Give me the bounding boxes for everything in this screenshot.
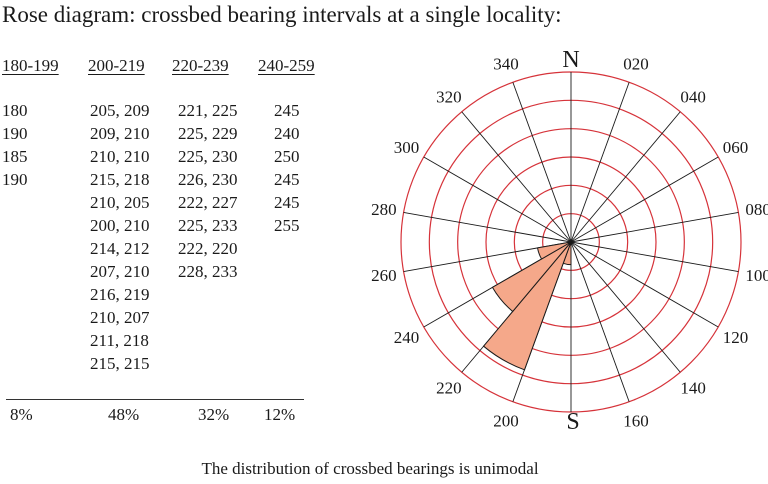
bearing-label: 040 — [680, 87, 706, 106]
table-cell: 226, 230 — [178, 170, 238, 189]
table-cell: 215, 215 — [90, 354, 150, 373]
bearing-spoke — [570, 111, 681, 243]
table-cell: 214, 212 — [90, 239, 150, 258]
column-percent: 8% — [10, 405, 33, 424]
bearing-label: 140 — [680, 379, 706, 398]
bearing-spoke — [570, 241, 739, 272]
bearing-labels: 020 040 060 080 100 120 140 160 200 220 240 260 280 3… — [371, 54, 768, 430]
bearing-spoke — [570, 241, 681, 373]
column-percent: 32% — [198, 405, 230, 424]
bearing-label: 240 — [394, 328, 420, 347]
bearing-label: 200 — [493, 412, 519, 431]
table-cell: 209, 210 — [90, 124, 150, 143]
table-cell: 222, 220 — [178, 239, 238, 258]
column-values: 221, 225 225, 229 225, 230 226, 230 222,… — [178, 99, 238, 283]
table-cell: 245 — [274, 193, 300, 212]
table-cell: 240 — [274, 124, 300, 143]
rose-petal — [536, 241, 572, 260]
bearing-spoke — [570, 241, 719, 328]
table-cell: 228, 233 — [178, 262, 238, 281]
table-cell: 205, 209 — [90, 101, 150, 120]
table-cell: 200, 210 — [90, 216, 150, 235]
column-header: 200-219 — [88, 56, 145, 75]
table-cell: 180 — [2, 101, 28, 120]
table-cell: 190 — [2, 124, 28, 143]
table-cell: 225, 230 — [178, 147, 238, 166]
bearing-label: 260 — [371, 266, 397, 285]
column-header: 220-239 — [172, 56, 229, 75]
south-label: S — [566, 409, 579, 435]
diagram-title: Rose diagram: crossbed bearing intervals… — [2, 2, 562, 27]
column-values: 180 190 185 190 — [2, 99, 28, 191]
bearing-spoke — [423, 156, 572, 243]
bearing-label: 080 — [745, 200, 768, 219]
rose-petal — [482, 241, 572, 371]
table-cell: 211, 218 — [90, 331, 149, 350]
table-cell: 216, 219 — [90, 285, 150, 304]
table-divider — [6, 399, 304, 400]
column-header: 180-199 — [2, 56, 59, 75]
bearing-label: 280 — [371, 200, 397, 219]
bearing-label: 060 — [723, 138, 749, 157]
table-cell: 210, 207 — [90, 308, 150, 327]
table-cell: 255 — [274, 216, 300, 235]
bearing-spoke — [461, 111, 572, 243]
table-cell: 215, 218 — [90, 170, 150, 189]
diagram-caption: The distribution of crossbed bearings is… — [201, 459, 539, 478]
column-values: 205, 209 209, 210 210, 210 215, 218 210,… — [90, 99, 150, 375]
bearing-spoke — [570, 156, 719, 243]
table-cell: 222, 227 — [178, 193, 238, 212]
table-cell: 221, 225 — [178, 101, 238, 120]
table-cell: 250 — [274, 147, 300, 166]
column-header: 240-259 — [258, 56, 315, 75]
bearing-label: 340 — [493, 54, 519, 73]
bearing-label: 120 — [723, 328, 749, 347]
north-label: N — [562, 47, 579, 73]
table-cell: 245 — [274, 170, 300, 189]
bearing-label: 300 — [394, 138, 420, 157]
bearing-spoke — [512, 82, 572, 243]
table-cell: 225, 233 — [178, 216, 238, 235]
bearing-label: 160 — [623, 412, 649, 431]
bearing-label: 020 — [623, 54, 649, 73]
table-cell: 185 — [2, 147, 28, 166]
bearing-spoke — [403, 212, 572, 243]
bearing-spoke — [570, 241, 630, 402]
bearing-spokes — [403, 72, 739, 412]
bearing-spoke — [570, 212, 739, 243]
table-cell: 245 — [274, 101, 300, 120]
rose-petal — [491, 241, 572, 313]
bearing-label: 220 — [436, 379, 462, 398]
bearing-label: 100 — [745, 266, 768, 285]
table-cell: 225, 229 — [178, 124, 238, 143]
rose-petals — [482, 241, 572, 371]
bearing-label: 320 — [436, 87, 462, 106]
table-cell: 190 — [2, 170, 28, 189]
column-percent: 48% — [108, 405, 140, 424]
column-percent: 12% — [264, 405, 296, 424]
bearing-spoke — [570, 82, 630, 243]
column-values: 245 240 250 245 245 255 — [274, 99, 300, 237]
table-cell: 210, 210 — [90, 147, 150, 166]
table-cell: 210, 205 — [90, 193, 150, 212]
table-cell: 207, 210 — [90, 262, 150, 281]
